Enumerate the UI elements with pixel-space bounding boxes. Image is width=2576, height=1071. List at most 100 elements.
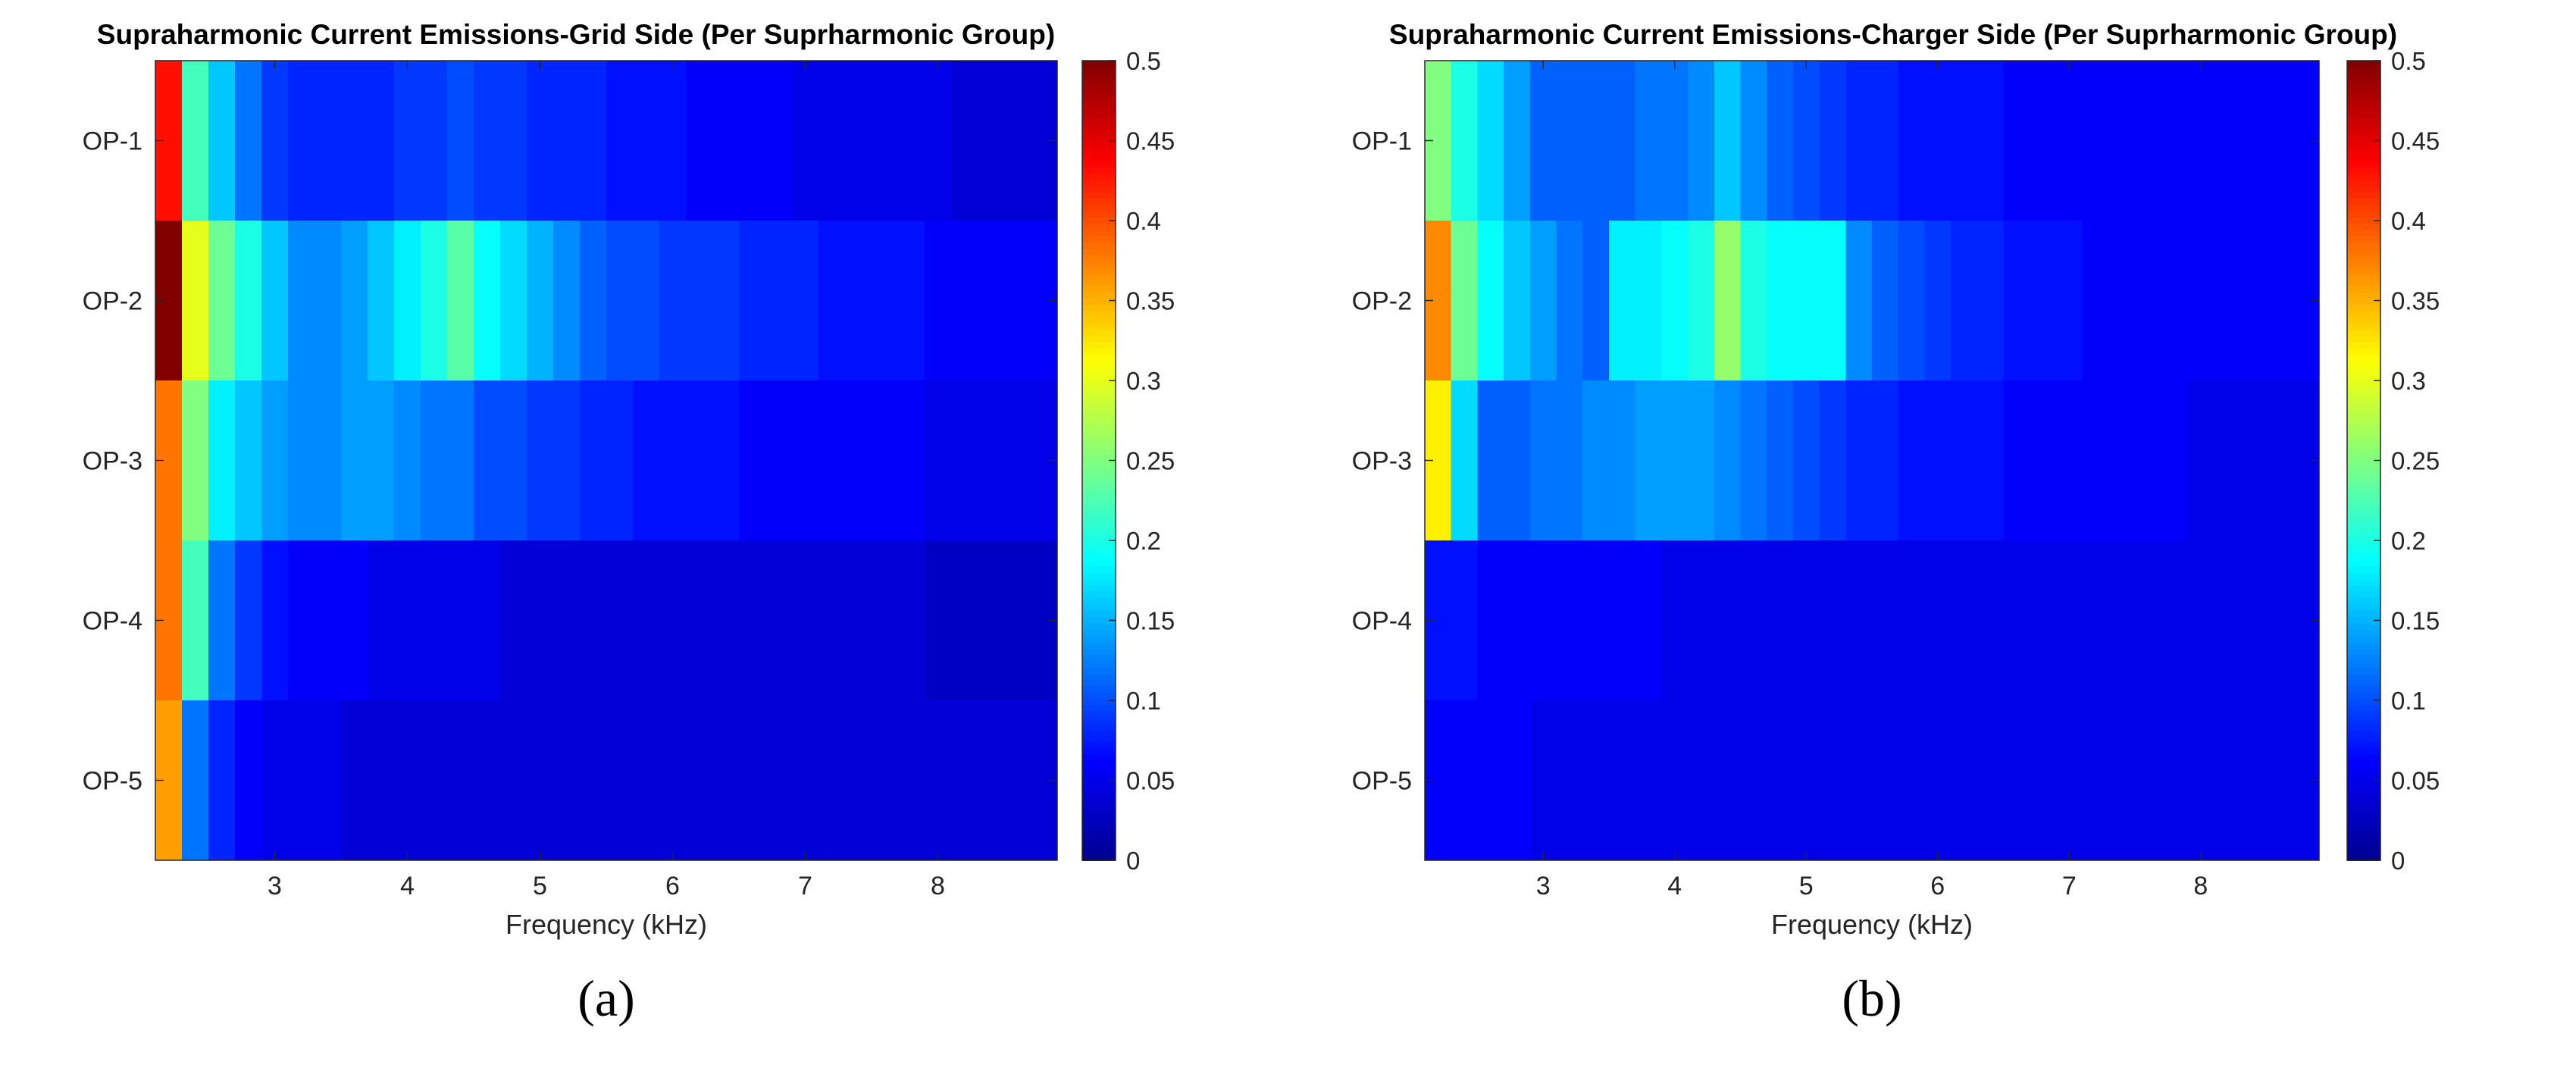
colorbar-band <box>2347 697 2380 705</box>
heatmap-cell <box>606 700 634 861</box>
colorbar-band <box>1082 298 1116 305</box>
heatmap-cell <box>368 221 395 381</box>
x-tick-label: 3 <box>268 872 282 900</box>
colorbar-band <box>1082 92 1116 99</box>
heatmap-cell <box>1767 380 1794 541</box>
heatmap-cell <box>2266 380 2293 541</box>
colorbar-band <box>1082 785 1116 793</box>
colorbar-band <box>1082 192 1116 199</box>
colorbar-tick-label: 0.35 <box>1126 287 1175 315</box>
heatmap-cell <box>712 380 740 541</box>
heatmap-cell <box>2161 540 2189 701</box>
heatmap-cell <box>1845 540 1873 701</box>
heatmap-cell <box>1714 380 1742 541</box>
heatmap-cell <box>1819 61 1846 221</box>
heatmap-cell <box>2003 540 2030 701</box>
colorbar-band <box>2347 223 2380 230</box>
colorbar-tick-label: 0.5 <box>2391 47 2426 75</box>
heatmap-cell <box>1004 540 1031 701</box>
heatmap-cell <box>978 540 1005 701</box>
colorbar-band <box>1082 566 1116 574</box>
heatmap-cell <box>2030 540 2057 701</box>
colorbar-tick-label: 0.1 <box>2391 687 2426 715</box>
colorbar-tick-label: 0.25 <box>2391 447 2440 475</box>
heatmap-cell <box>2240 221 2268 381</box>
heatmap-cell <box>182 380 209 541</box>
colorbar-band <box>2347 579 2380 587</box>
heatmap-cell <box>315 540 342 701</box>
colorbar-band <box>2347 117 2380 124</box>
heatmap-cell <box>474 540 501 701</box>
colorbar-tick-label: 0 <box>1126 847 1140 875</box>
colorbar-band <box>2347 366 2380 374</box>
heatmap-cell <box>1792 221 1820 381</box>
colorbar-band <box>1082 98 1116 105</box>
heatmap-cell <box>1924 221 1952 381</box>
colorbar-band <box>2347 485 2380 493</box>
colorbar-band <box>2347 398 2380 406</box>
heatmap-cell <box>447 700 474 861</box>
colorbar-band <box>1082 448 1116 456</box>
colorbar-band <box>1082 735 1116 743</box>
colorbar-band <box>2347 722 2380 730</box>
colorbar-band <box>1082 366 1116 374</box>
x-tick-label: 6 <box>665 872 680 900</box>
heatmap-cell <box>1898 380 1926 541</box>
heatmap-cell <box>2135 700 2162 861</box>
colorbar-band <box>2347 416 2380 424</box>
colorbar-band <box>1082 254 1116 261</box>
colorbar-tick-label: 0.45 <box>1126 127 1175 155</box>
colorbar-band <box>1082 173 1116 180</box>
heatmap-cell <box>872 700 899 861</box>
colorbar-band <box>1082 179 1116 186</box>
colorbar-tick-label: 0.05 <box>2391 767 2440 795</box>
heatmap-cell <box>1977 540 2005 701</box>
heatmap-cells <box>1425 61 2320 861</box>
colorbar-band <box>1082 591 1116 599</box>
heatmap-cells <box>155 61 1058 861</box>
heatmap-cell <box>1872 700 1899 861</box>
heatmap-cell <box>2082 61 2109 221</box>
panel-label: (a) <box>577 969 634 1027</box>
heatmap-cell <box>235 221 262 381</box>
colorbar-band <box>1082 778 1116 786</box>
heatmap-cell <box>2187 700 2214 861</box>
heatmap-cell <box>1504 540 1531 701</box>
colorbar-band <box>1082 485 1116 493</box>
colorbar-band <box>2347 572 2380 580</box>
colorbar-band <box>2347 516 2380 524</box>
colorbar-band <box>1082 148 1116 155</box>
colorbar-band <box>2347 67 2380 74</box>
colorbar-band <box>2347 242 2380 249</box>
heatmap-cell <box>1767 61 1794 221</box>
heatmap-cell <box>2135 61 2162 221</box>
heatmap-cell <box>2082 221 2109 381</box>
heatmap-cell <box>1951 61 1978 221</box>
heatmap-cell <box>898 221 925 381</box>
heatmap-cell <box>1924 700 1952 861</box>
heatmap-cell <box>1924 61 1952 221</box>
heatmap-cell <box>2214 221 2241 381</box>
colorbar-band <box>1082 104 1116 111</box>
colorbar-band <box>2347 198 2380 205</box>
colorbar-band <box>1082 154 1116 161</box>
colorbar-band <box>2347 254 2380 261</box>
colorbar-band <box>2347 841 2380 849</box>
colorbar-band <box>2347 772 2380 780</box>
colorbar-band <box>1082 853 1116 861</box>
colorbar-band <box>1082 235 1116 243</box>
heatmap-cell <box>872 380 899 541</box>
heatmap-cell <box>2187 380 2214 541</box>
heatmap-cell <box>261 380 289 541</box>
heatmap-cell <box>553 380 581 541</box>
colorbar-band <box>1082 510 1116 518</box>
colorbar-band <box>2347 110 2380 117</box>
colorbar-band <box>1082 560 1116 568</box>
x-tick-label: 8 <box>2193 872 2208 900</box>
heatmap-cell <box>368 380 395 541</box>
colorbar-band <box>2347 685 2380 693</box>
heatmap-cell <box>1688 221 1715 381</box>
colorbar-band <box>1082 348 1116 355</box>
heatmap-cell <box>208 700 236 861</box>
heatmap-cell <box>818 700 846 861</box>
